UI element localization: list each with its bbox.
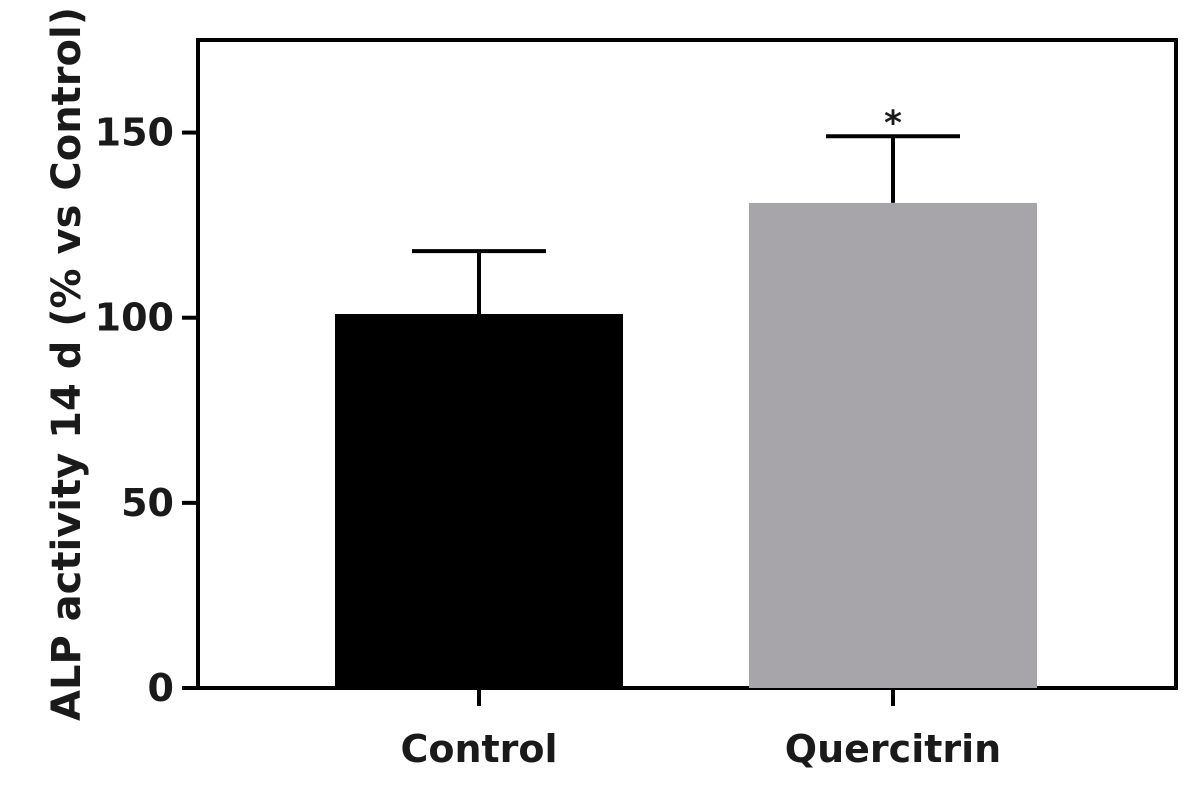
y-axis-title: ALP activity 14 d (% vs Control)	[44, 7, 90, 721]
bar	[749, 202, 1037, 688]
x-tick-label: Quercitrin	[785, 727, 1001, 771]
y-tick-label: 100	[95, 296, 174, 340]
bars	[335, 134, 1037, 688]
axes	[182, 38, 1178, 706]
significance-marker: *	[884, 103, 902, 143]
bar	[335, 314, 623, 688]
x-tick-label: Control	[400, 727, 557, 771]
y-tick-label: 50	[121, 481, 174, 525]
y-tick-label: 150	[95, 111, 174, 155]
y-tick-label: 0	[148, 666, 174, 710]
plot-frame	[196, 38, 1178, 690]
labels: 0 50 100 150 Control Quercitrin *	[95, 103, 1002, 771]
